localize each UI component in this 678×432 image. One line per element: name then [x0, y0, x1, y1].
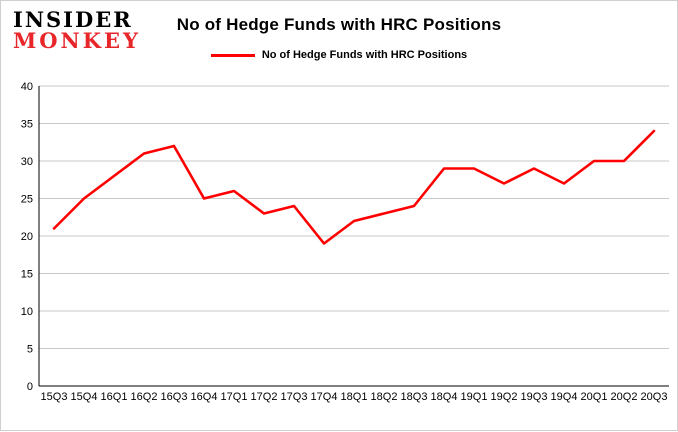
x-axis-tick-label: 17Q3: [281, 391, 308, 403]
y-axis-tick-label: 20: [21, 231, 33, 243]
y-axis-tick-label: 5: [27, 344, 33, 356]
line-chart-svg: 0 5 10 15 20 25 30 35 40 15Q3 15Q4 16Q1 16Q2 16Q3 16Q4…: [21, 81, 669, 403]
plot-area: 0 5 10 15 20 25 30 35 40 15Q3 15Q4 16Q1 16Q2 16Q3 16Q4…: [1, 79, 678, 432]
data-line: [52, 129, 656, 245]
x-axis-tick-label: 16Q2: [131, 391, 158, 403]
x-axis-tick-label: 16Q4: [191, 391, 218, 403]
x-axis-tick-label: 19Q2: [491, 391, 518, 403]
y-axis-tick-label: 15: [21, 269, 33, 281]
x-axis-tick-label: 17Q4: [311, 391, 338, 403]
x-axis-tick-label: 19Q3: [521, 391, 548, 403]
y-axis-tick-label: 10: [21, 306, 33, 318]
x-axis-tick-label: 18Q3: [401, 391, 428, 403]
logo-text-insider: INSIDER: [13, 7, 133, 32]
y-axis-tick-label: 35: [21, 119, 33, 131]
y-axis-tick-label: 0: [27, 381, 33, 393]
x-axis-tick-label: 18Q4: [431, 391, 458, 403]
x-axis-tick-label: 20Q1: [581, 391, 608, 403]
x-axis-tick-label: 17Q2: [251, 391, 278, 403]
chart-title: No of Hedge Funds with HRC Positions: [176, 15, 502, 34]
x-axis-tick-label: 17Q1: [221, 391, 248, 403]
chart-header: INSIDER MONKEY No of Hedge Funds with HR…: [1, 1, 677, 79]
legend-line-swatch: [210, 53, 255, 57]
insider-monkey-logo: INSIDER MONKEY: [13, 9, 141, 52]
x-axis-tick-label: 20Q3: [641, 391, 668, 403]
y-axis-tick-label: 40: [21, 81, 33, 93]
x-axis-tick-label: 18Q2: [371, 391, 398, 403]
x-axis-tick-label: 19Q1: [461, 391, 488, 403]
y-axis-tick-label: 30: [21, 156, 33, 168]
x-axis-tick-label: 18Q1: [341, 391, 368, 403]
logo-text-monkey: MONKEY: [13, 28, 141, 54]
y-axis-tick-label: 25: [21, 194, 33, 206]
x-axis-tick-label: 19Q4: [551, 391, 578, 403]
x-axis-tick-label: 16Q1: [101, 391, 128, 403]
legend: No of Hedge Funds with HRC Positions: [1, 49, 677, 61]
x-axis-tick-label: 16Q3: [161, 391, 188, 403]
legend-label: No of Hedge Funds with HRC Positions: [261, 49, 468, 61]
x-axis-tick-label: 20Q2: [611, 391, 638, 403]
x-axis-tick-label: 15Q3: [41, 391, 68, 403]
x-axis-tick-label: 15Q4: [71, 391, 98, 403]
title-block: No of Hedge Funds with HRC Positions No …: [1, 15, 677, 62]
